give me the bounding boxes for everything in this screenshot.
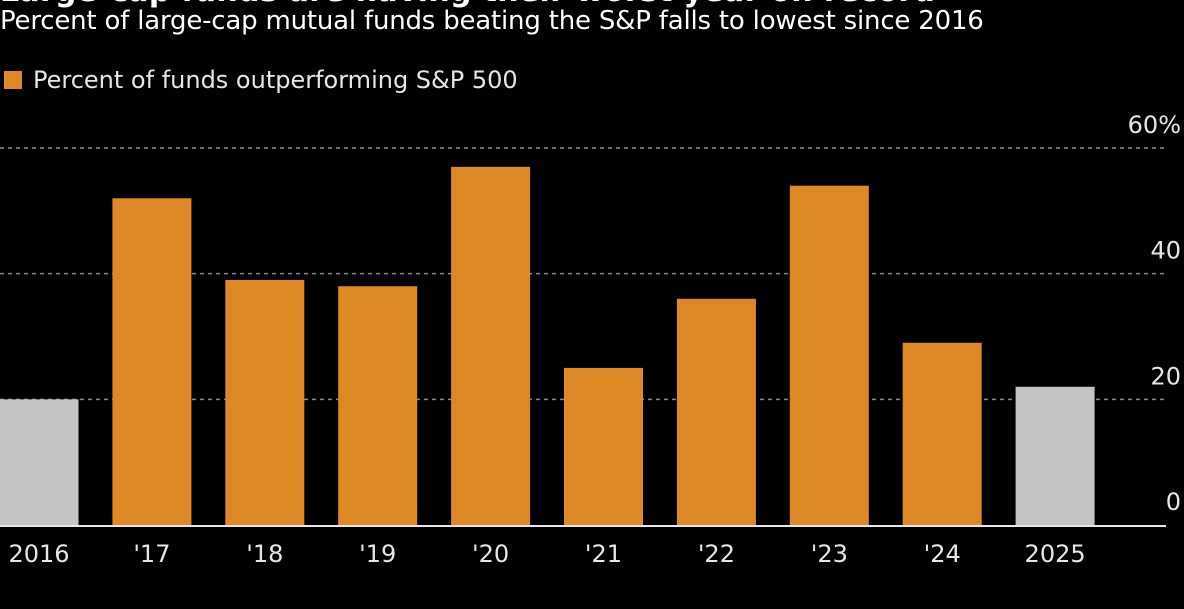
legend-swatch: [4, 71, 22, 89]
bar-24: [902, 342, 982, 525]
x-tick-label: '17: [133, 540, 170, 568]
x-tick-label: '23: [811, 540, 848, 568]
bars: [0, 166, 1095, 525]
legend: Percent of funds outperforming S&P 500: [4, 66, 518, 94]
x-tick-label: '19: [359, 540, 396, 568]
bar-17: [112, 198, 192, 525]
bar-20: [451, 166, 531, 525]
x-tick-label: 2025: [1025, 540, 1086, 568]
y-tick-label: 40: [1150, 237, 1181, 265]
x-tick-label: '21: [585, 540, 622, 568]
y-tick-label: 0: [1166, 488, 1181, 516]
chart-subtitle: Percent of large-cap mutual funds beatin…: [0, 6, 984, 36]
bar-22: [676, 298, 756, 525]
x-tick-label: '20: [472, 540, 509, 568]
tick-labels: 0 20 40 60% 2016 '17 '18 '19 '20 '21 '22 '23 '24 2025: [8, 111, 1181, 568]
x-tick-label: '22: [698, 540, 735, 568]
bar-23: [789, 185, 869, 525]
y-tick-label: 20: [1150, 362, 1181, 390]
chart-title-cropped: Large-cap funds are having their worst y…: [0, 0, 935, 9]
bar-18: [225, 279, 305, 525]
x-tick-label: 2016: [8, 540, 69, 568]
x-tick-label: '18: [246, 540, 283, 568]
bar-21: [564, 367, 643, 525]
bar-2025: [1015, 386, 1095, 525]
legend-label: Percent of funds outperforming S&P 500: [33, 66, 518, 94]
bar-2016: [0, 399, 79, 525]
x-tick-label: '24: [924, 540, 961, 568]
y-tick-label: 60%: [1128, 111, 1181, 139]
bar-19: [338, 286, 418, 525]
